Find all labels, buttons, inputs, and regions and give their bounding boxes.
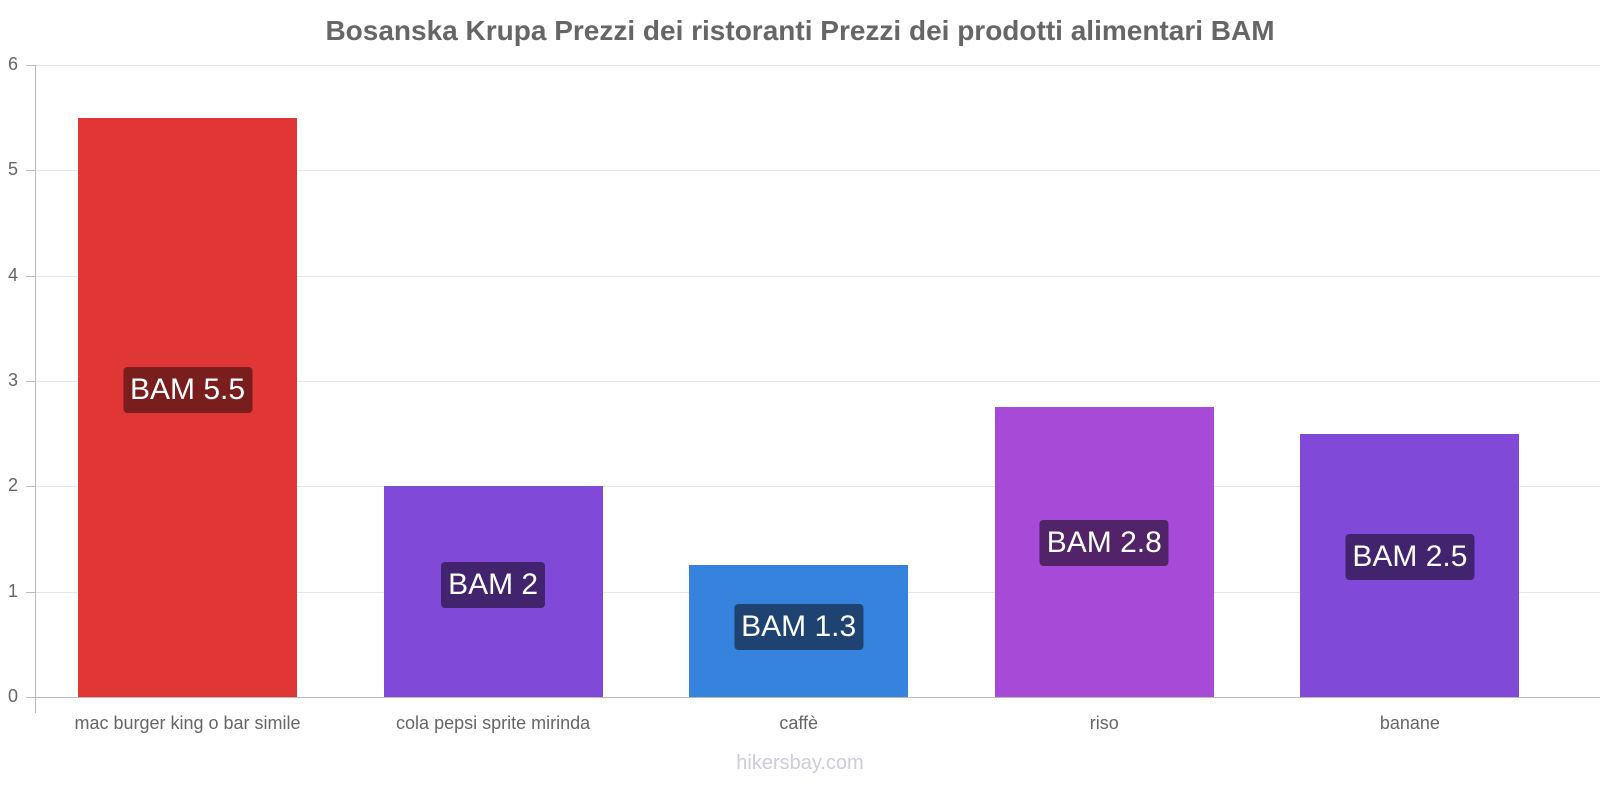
y-tick-label: 6	[8, 54, 19, 74]
gridline	[36, 275, 1600, 277]
y-tick-mark	[26, 170, 35, 172]
x-tick-label: caffè	[779, 713, 819, 733]
gridline	[36, 65, 1600, 66]
chart-title: Bosanska Krupa Prezzi dei ristoranti Pre…	[325, 15, 1275, 46]
y-tick-mark	[26, 381, 35, 382]
bar-value-label: BAM 2	[441, 562, 546, 609]
y-tick-mark	[26, 65, 35, 66]
bar-value-label: BAM 5.5	[122, 366, 253, 413]
bar-value-label: BAM 2.8	[1039, 520, 1169, 567]
y-tick-label: 5	[8, 159, 19, 180]
y-tick-label: 2	[8, 475, 19, 496]
y-tick-label: 3	[8, 370, 19, 390]
bar-value-label: BAM 1.3	[734, 604, 864, 651]
y-tick-mark	[26, 275, 35, 277]
x-tick-label: mac burger king o bar simile	[74, 713, 301, 733]
y-tick-mark	[26, 697, 35, 698]
y-tick-label: 0	[8, 686, 19, 706]
x-axis-line	[35, 697, 1600, 698]
footer-watermark: hikersbay.com	[736, 752, 864, 774]
x-tick-label: cola pepsi sprite mirinda	[396, 713, 591, 733]
y-tick-label: 1	[8, 580, 19, 601]
bar-value-label: BAM 2.5	[1345, 534, 1475, 581]
y-tick-label: 4	[8, 264, 19, 285]
y-tick-mark	[26, 591, 35, 593]
gridline	[36, 381, 1600, 382]
x-tick-label: riso	[1089, 713, 1119, 733]
y-axis-line	[35, 65, 36, 713]
gridline	[36, 170, 1600, 172]
x-tick-label: banane	[1379, 713, 1440, 733]
y-tick-mark	[26, 486, 35, 488]
gridline	[36, 486, 1600, 488]
